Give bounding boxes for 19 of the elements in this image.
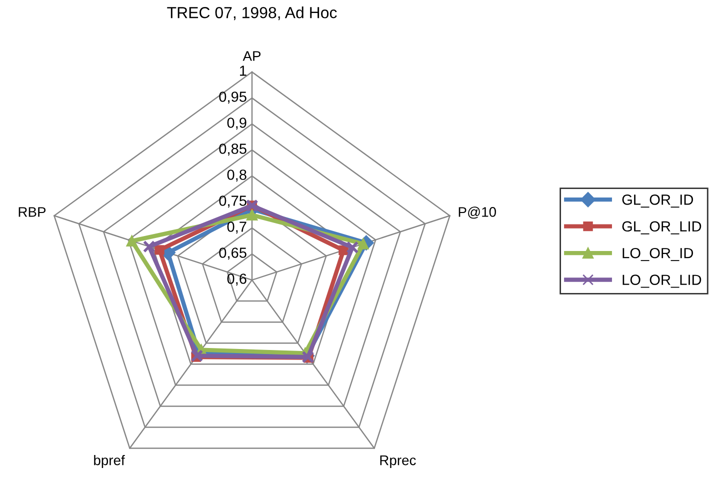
- legend-label: LO_OR_LID: [622, 274, 702, 288]
- legend-label: LO_OR_ID: [622, 248, 693, 262]
- chart-title: TREC 07, 1998, Ad Hoc: [167, 6, 337, 20]
- spoke-label: P@10: [458, 206, 496, 219]
- spoke-label: bpref: [94, 455, 125, 468]
- y-tick-label: 1: [240, 66, 246, 76]
- y-tick-label: 0,95: [219, 92, 246, 104]
- y-tick-label: 0,9: [227, 118, 246, 130]
- y-tick-label: 0,8: [227, 170, 246, 182]
- y-tick-label: 0,6: [227, 274, 246, 286]
- spoke-label: Rprec: [380, 456, 416, 468]
- y-tick-label: 0,65: [219, 248, 246, 260]
- spoke-label: RBP: [18, 207, 46, 217]
- y-tick-label: 0,75: [219, 196, 246, 208]
- spoke-label: AP: [242, 51, 261, 61]
- legend-label: GL_OR_LID: [622, 221, 702, 234]
- y-tick-label: 0,7: [227, 222, 246, 234]
- legend-label: GL_OR_ID: [622, 194, 693, 208]
- y-tick-label: 0,85: [219, 144, 246, 156]
